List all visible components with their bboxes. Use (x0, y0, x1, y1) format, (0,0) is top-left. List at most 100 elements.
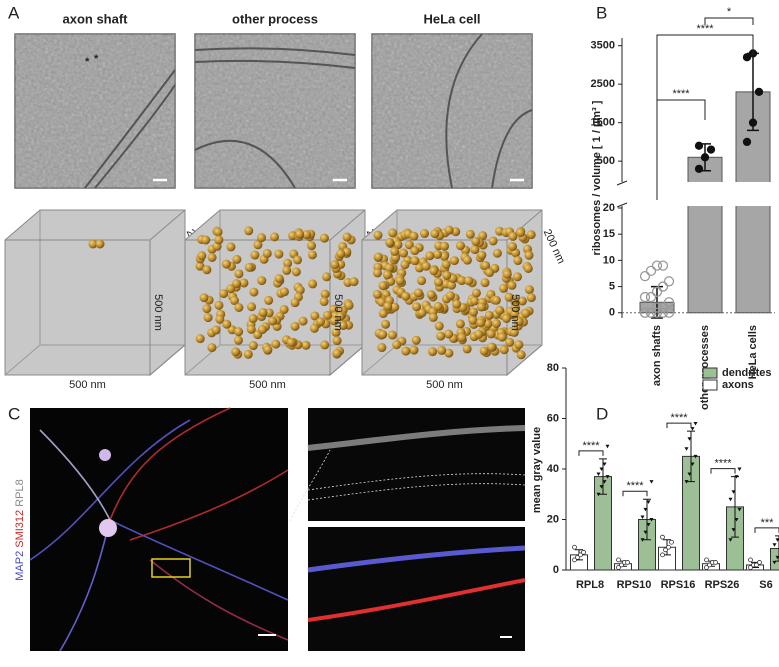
ribosome (404, 240, 414, 250)
ribosome (207, 253, 217, 263)
x-tick-label: HeLa cells (747, 325, 759, 379)
ribosome (507, 280, 517, 290)
data-point (737, 467, 742, 471)
ribosome (207, 343, 217, 353)
neurite (109, 407, 231, 521)
panel-label: D (596, 404, 608, 423)
data-point (694, 141, 704, 150)
ribosome (197, 251, 207, 261)
ribosome (248, 314, 258, 324)
ribosome (502, 269, 512, 279)
ribosome (199, 293, 209, 303)
data-point (602, 480, 607, 484)
ribosome (282, 265, 292, 275)
data-point (728, 538, 733, 542)
ribosome (291, 267, 301, 277)
y-tick-label: 0 (609, 307, 615, 319)
break-mark (616, 180, 628, 208)
ribosome (222, 319, 232, 329)
data-point (734, 475, 739, 479)
data-point (646, 523, 651, 527)
data-point (748, 565, 753, 570)
ribosome (411, 335, 421, 345)
ribosome (513, 256, 523, 266)
ribosome (378, 329, 388, 339)
data-point (605, 475, 610, 479)
axis-break (614, 182, 775, 206)
data-point (694, 164, 704, 173)
legend-label: axons (722, 379, 754, 391)
membrane (445, 33, 483, 189)
box-height: 500 nm (509, 294, 521, 331)
data-point (616, 565, 621, 570)
ribosome (401, 346, 411, 356)
ribosome (521, 308, 531, 318)
ribosome (430, 229, 440, 239)
ribosome (307, 250, 317, 260)
ribosome (226, 284, 236, 294)
y-tick-label: 3500 (591, 40, 615, 52)
ribosome (395, 276, 405, 286)
box-height: 500 nm (332, 294, 344, 331)
data-point (651, 286, 663, 297)
ribosome (211, 325, 221, 335)
ribosome (373, 252, 383, 262)
ribosome (264, 295, 274, 305)
ribosome (214, 300, 224, 310)
data-point (775, 555, 779, 560)
ribosome (231, 347, 241, 357)
data-point (687, 437, 692, 441)
box-back (4, 209, 186, 376)
data-point (704, 557, 709, 563)
data-point (657, 307, 669, 318)
ribosome (433, 249, 443, 259)
y-tick-label: 0 (553, 564, 559, 576)
ribosome (295, 229, 305, 239)
axon-red (307, 578, 526, 622)
membrane (84, 69, 176, 189)
ribosome (393, 240, 403, 250)
marker: * (94, 53, 99, 65)
ribosome (283, 258, 293, 268)
box-width: 500 nm (249, 379, 286, 391)
ribosome (201, 235, 211, 245)
ribosome (288, 231, 298, 241)
data-point (666, 544, 671, 550)
data-point (599, 485, 604, 489)
ribosome (400, 260, 410, 270)
x-tick-label: RPS16 (661, 579, 696, 591)
membrane (491, 109, 533, 189)
ribosome (232, 254, 242, 264)
data-point (690, 462, 695, 466)
data-point (663, 547, 668, 553)
ribosome (488, 236, 498, 246)
membrane (194, 47, 356, 56)
ribosome (250, 250, 260, 260)
ribosome (464, 276, 474, 286)
ribosome (512, 272, 522, 282)
ribosome (279, 304, 289, 314)
ribosome (476, 302, 486, 312)
ribosome (249, 287, 259, 297)
ribosome (215, 314, 225, 324)
dendrite-gray (307, 425, 526, 451)
ribosome (203, 313, 213, 323)
tomogram-texture (15, 34, 175, 188)
data-point (602, 462, 607, 466)
ribosome (445, 291, 455, 301)
ribosome (234, 303, 244, 313)
zoom-color (308, 527, 525, 651)
ribosome (399, 248, 409, 258)
ribosome (491, 295, 501, 305)
data-point (748, 118, 758, 127)
ribosome (95, 239, 105, 249)
neurite (29, 419, 191, 561)
ribosome (497, 332, 507, 342)
ribosome (441, 259, 451, 269)
data-point (575, 554, 580, 560)
ribosome (239, 278, 249, 288)
ribosome (349, 277, 359, 287)
stain-name: RPL8 (14, 479, 26, 507)
data-point (704, 565, 709, 570)
